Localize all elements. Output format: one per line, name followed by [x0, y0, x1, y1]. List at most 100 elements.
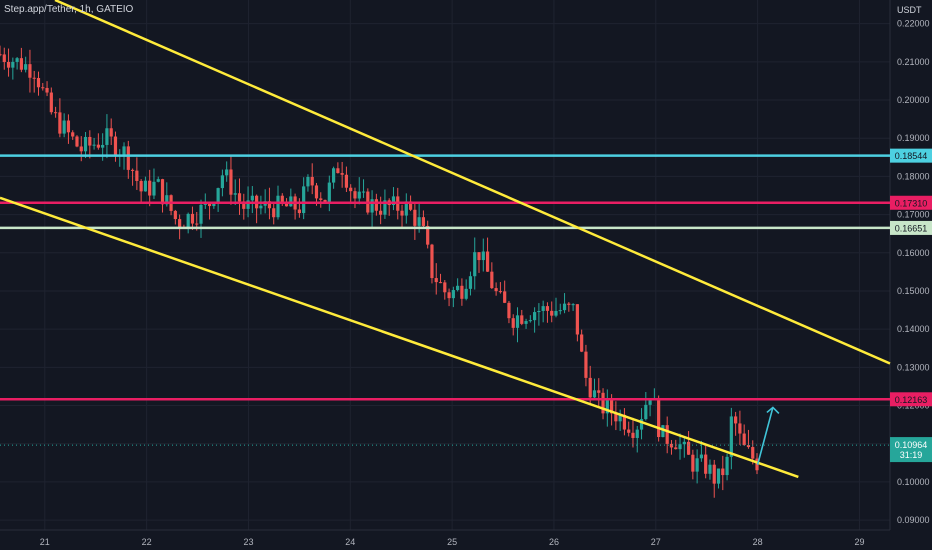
candle-body[interactable]: [631, 432, 635, 438]
candle-body[interactable]: [426, 225, 430, 245]
candle-body[interactable]: [199, 204, 203, 224]
candle-body[interactable]: [32, 77, 36, 79]
candle-body[interactable]: [729, 416, 733, 457]
candle-body[interactable]: [165, 195, 169, 205]
candle-body[interactable]: [704, 454, 708, 474]
candle-body[interactable]: [430, 244, 434, 279]
candle-body[interactable]: [485, 251, 490, 272]
candle-body[interactable]: [148, 180, 152, 196]
candle-body[interactable]: [327, 182, 331, 203]
candle-body[interactable]: [314, 185, 319, 199]
candle-body[interactable]: [541, 306, 545, 311]
candle-body[interactable]: [601, 392, 605, 414]
candle-body[interactable]: [622, 414, 627, 430]
candle-body[interactable]: [229, 169, 233, 195]
candle-body[interactable]: [237, 193, 242, 202]
candle-body[interactable]: [152, 181, 156, 196]
candle-body[interactable]: [383, 200, 387, 215]
candle-body[interactable]: [96, 144, 100, 148]
candle-body[interactable]: [712, 464, 716, 484]
candle-body[interactable]: [225, 169, 229, 176]
candle-body[interactable]: [203, 203, 207, 205]
candle-body[interactable]: [533, 312, 537, 321]
candle-body[interactable]: [550, 310, 554, 316]
candle-body[interactable]: [413, 209, 417, 226]
candle-body[interactable]: [0, 54, 2, 56]
candle-body[interactable]: [66, 120, 71, 133]
candle-body[interactable]: [618, 414, 622, 422]
candle-body[interactable]: [545, 306, 550, 311]
candle-body[interactable]: [36, 78, 41, 88]
candle-body[interactable]: [15, 58, 19, 62]
candle-body[interactable]: [614, 413, 618, 422]
candle-body[interactable]: [113, 136, 118, 157]
candle-body[interactable]: [438, 282, 443, 284]
candle-body[interactable]: [2, 54, 6, 62]
candle-body[interactable]: [669, 443, 674, 448]
candle-body[interactable]: [421, 217, 426, 226]
candle-body[interactable]: [746, 445, 751, 448]
candle-body[interactable]: [498, 291, 502, 293]
candle-body[interactable]: [571, 304, 575, 306]
candle-body[interactable]: [477, 252, 481, 261]
candle-body[interactable]: [609, 399, 614, 414]
candle-body[interactable]: [588, 377, 592, 398]
candle-body[interactable]: [344, 174, 349, 188]
candle-body[interactable]: [481, 251, 485, 261]
candle-body[interactable]: [391, 196, 396, 206]
projection-arrow[interactable]: [756, 407, 774, 465]
candle-body[interactable]: [289, 196, 293, 207]
candle-body[interactable]: [379, 210, 383, 215]
candle-body[interactable]: [160, 179, 165, 205]
candle-body[interactable]: [190, 213, 195, 224]
candle-body[interactable]: [456, 285, 460, 291]
candle-body[interactable]: [404, 201, 408, 216]
candle-body[interactable]: [627, 429, 631, 433]
candle-body[interactable]: [186, 213, 190, 228]
candle-body[interactable]: [130, 169, 135, 171]
candle-body[interactable]: [460, 285, 464, 299]
candle-body[interactable]: [319, 198, 323, 200]
candle-body[interactable]: [105, 128, 109, 145]
candle-body[interactable]: [75, 136, 79, 147]
candle-body[interactable]: [468, 276, 473, 289]
candle-body[interactable]: [353, 191, 357, 199]
candle-body[interactable]: [370, 199, 374, 213]
candle-body[interactable]: [490, 271, 494, 289]
candle-body[interactable]: [83, 136, 88, 152]
candle-body[interactable]: [443, 282, 447, 293]
candle-body[interactable]: [357, 191, 361, 199]
candle-body[interactable]: [447, 292, 451, 299]
candle-body[interactable]: [280, 195, 284, 203]
candle-body[interactable]: [250, 195, 254, 201]
candle-body[interactable]: [109, 128, 113, 137]
candle-body[interactable]: [580, 334, 584, 352]
candle-body[interactable]: [417, 217, 421, 226]
candle-body[interactable]: [233, 193, 237, 195]
candle-body[interactable]: [721, 468, 725, 476]
candle-body[interactable]: [682, 441, 686, 445]
candle-body[interactable]: [558, 310, 562, 312]
candle-body[interactable]: [575, 304, 579, 335]
candle-body[interactable]: [284, 202, 289, 207]
candle-body[interactable]: [605, 399, 609, 414]
candle-body[interactable]: [473, 252, 477, 277]
candle-body[interactable]: [639, 419, 644, 430]
candle-body[interactable]: [173, 210, 177, 220]
candle-body[interactable]: [528, 320, 532, 322]
candle-body[interactable]: [323, 199, 327, 203]
candle-body[interactable]: [6, 61, 11, 68]
candle-body[interactable]: [524, 321, 528, 324]
candle-body[interactable]: [661, 425, 665, 438]
candle-body[interactable]: [216, 188, 220, 203]
candle-body[interactable]: [674, 447, 678, 450]
candle-body[interactable]: [434, 278, 438, 283]
candle-body[interactable]: [515, 315, 520, 328]
candle-body[interactable]: [24, 64, 28, 70]
candle-body[interactable]: [272, 208, 276, 218]
candle-body[interactable]: [58, 112, 62, 134]
candle-body[interactable]: [156, 179, 160, 182]
candle-body[interactable]: [708, 464, 712, 474]
candle-body[interactable]: [246, 200, 250, 209]
